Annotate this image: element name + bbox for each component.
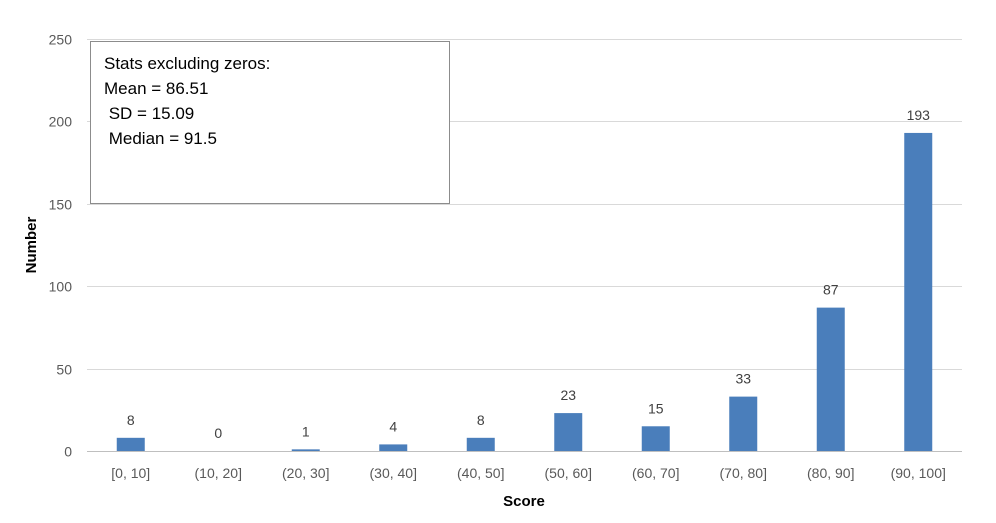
stats-title: Stats excluding zeros: (104, 54, 271, 73)
stats-mean: Mean = 86.51 (104, 79, 209, 98)
stats-annotation-box: Stats excluding zeros: Mean = 86.51 SD =… (90, 41, 450, 204)
y-axis-title: Number (23, 217, 40, 274)
data-label: 33 (735, 371, 751, 387)
x-tick-label: (70, 80] (720, 465, 767, 481)
data-label: 8 (477, 412, 485, 428)
data-label: 0 (214, 425, 222, 441)
y-tick-label: 100 (49, 279, 73, 295)
stats-median: Median = 91.5 (104, 129, 217, 148)
y-tick-label: 250 (49, 32, 73, 48)
x-tick-label: (50, 60] (545, 465, 592, 481)
data-label: 4 (389, 418, 397, 434)
x-axis-ticks: [0, 10] (10, 20] (20, 30] (30, 40] (40, 50] (… (111, 465, 946, 481)
bar (554, 413, 583, 451)
stats-sd: SD = 15.09 (104, 104, 195, 123)
data-label: 23 (560, 387, 576, 403)
bar (641, 426, 670, 451)
bar (291, 449, 320, 451)
x-tick-label: (80, 90] (807, 465, 854, 481)
data-label: 193 (907, 107, 931, 123)
data-label: 1 (302, 423, 310, 439)
x-tick-label: (90, 100] (891, 465, 946, 481)
y-axis-ticks: 0 50 100 150 200 250 (49, 32, 73, 460)
bar (379, 444, 408, 451)
x-tick-label: [0, 10] (111, 465, 150, 481)
data-label: 15 (648, 400, 664, 416)
x-tick-label: (60, 70] (632, 465, 679, 481)
data-label: 87 (823, 282, 839, 298)
y-tick-label: 200 (49, 114, 73, 130)
bar (116, 437, 145, 451)
x-tick-label: (30, 40] (370, 465, 417, 481)
bar (816, 307, 845, 451)
bar (466, 437, 495, 451)
y-tick-label: 150 (49, 197, 73, 213)
bar (729, 396, 758, 451)
data-label: 8 (127, 412, 135, 428)
y-tick-label: 0 (64, 444, 72, 460)
x-tick-label: (10, 20] (195, 465, 242, 481)
x-axis-title: Score (503, 493, 545, 510)
x-tick-label: (40, 50] (457, 465, 504, 481)
data-labels: 8 0 1 4 8 23 15 33 87 193 (127, 107, 930, 441)
y-tick-label: 50 (56, 362, 72, 378)
x-tick-label: (20, 30] (282, 465, 329, 481)
bars (116, 132, 933, 451)
bar (904, 132, 933, 451)
